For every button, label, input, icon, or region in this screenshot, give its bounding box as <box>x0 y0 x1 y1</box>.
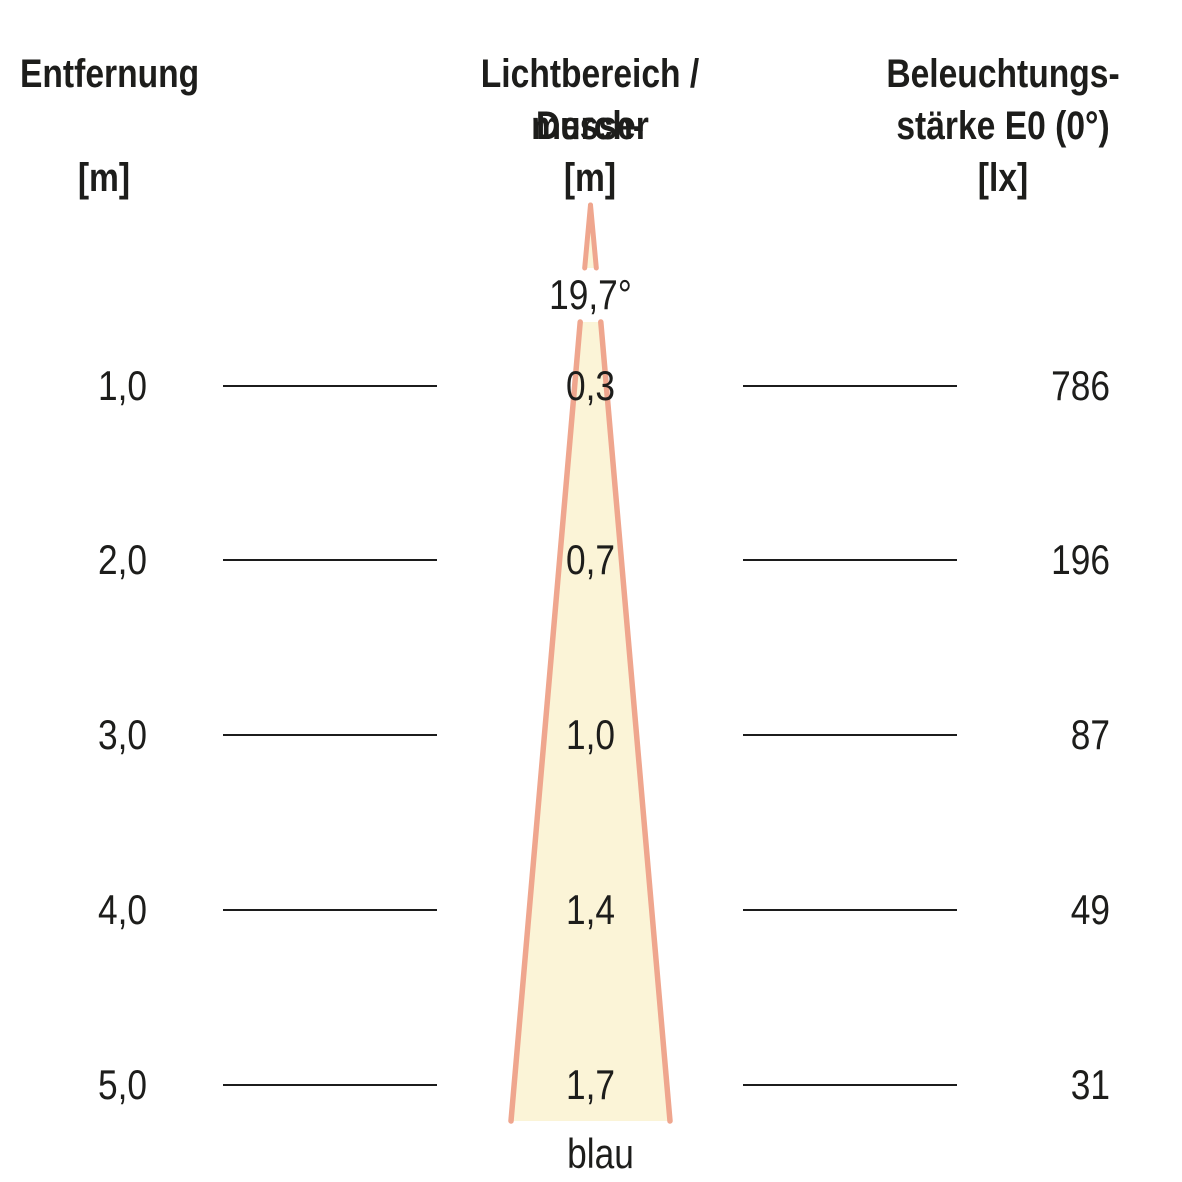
cone-body-fill <box>511 322 670 1121</box>
leader-line-right <box>743 909 957 911</box>
leader-line-right <box>743 1084 957 1086</box>
header-illuminance: Beleuchtungs- stärke E0 (0°) [lx] <box>874 48 1131 204</box>
header-illuminance-title-line1: Beleuchtungs- <box>886 52 1120 96</box>
header-beam-unit: [m] <box>563 156 617 200</box>
cone-tip-edge-right <box>588 202 599 271</box>
header-illuminance-title-line2: stärke E0 (0°) <box>896 104 1110 148</box>
cone-body-edge-right <box>598 319 673 1124</box>
distance-value: 2,0 <box>97 536 147 583</box>
header-beam: Lichtbereich / Durch- messer [m] <box>422 48 758 204</box>
diameter-value: 0,7 <box>565 536 616 583</box>
illuminance-value: 786 <box>1051 362 1110 409</box>
header-illuminance-unit: [lx] <box>977 156 1029 200</box>
header-distance-title: Entfernung <box>20 52 200 96</box>
leader-line-left <box>223 734 437 736</box>
diameter-value: 1,7 <box>565 1061 616 1108</box>
illuminance-value: 49 <box>1070 886 1110 933</box>
illuminance-value: 87 <box>1070 711 1110 758</box>
leader-line-left <box>223 909 437 911</box>
header-beam-title-line2: messer <box>531 104 649 148</box>
beam-angle-label: 19,7° <box>549 271 632 318</box>
header-distance: Entfernung [m] <box>20 48 200 204</box>
illuminance-value: 196 <box>1051 536 1110 583</box>
light-color-label: blau <box>567 1130 634 1177</box>
cone-body-edge-left <box>508 319 583 1124</box>
leader-line-left <box>223 559 437 561</box>
header-distance-unit: [m] <box>77 156 131 200</box>
leader-line-right <box>743 385 957 387</box>
header-beam-title-line1: Lichtbereich / Durch- <box>480 52 700 148</box>
leader-line-left <box>223 385 437 387</box>
leader-line-left <box>223 1084 437 1086</box>
illuminance-value: 31 <box>1070 1061 1110 1108</box>
distance-value: 5,0 <box>97 1061 147 1108</box>
diameter-value: 1,0 <box>565 711 616 758</box>
diameter-value: 1,4 <box>565 886 616 933</box>
distance-value: 1,0 <box>97 362 147 409</box>
header-distance-spacer <box>20 100 188 152</box>
distance-value: 3,0 <box>97 711 147 758</box>
leader-line-right <box>743 559 957 561</box>
leader-line-right <box>743 734 957 736</box>
diameter-value: 0,3 <box>565 362 616 409</box>
distance-value: 4,0 <box>97 886 147 933</box>
